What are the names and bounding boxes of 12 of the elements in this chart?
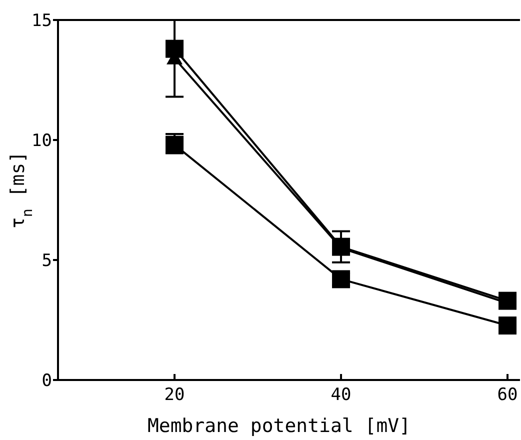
x-tick-label: 20: [164, 385, 185, 405]
point: [498, 292, 517, 310]
y-tick-label: 15: [32, 10, 52, 31]
y-tick-label: 10: [32, 130, 52, 151]
point: [332, 238, 350, 256]
y-tick-label: 5: [42, 250, 52, 271]
x-axis-title: Membrane potential [mV]: [147, 415, 411, 437]
y-tick-label: 0: [42, 370, 52, 391]
point: [332, 270, 350, 288]
x-tick-label: 40: [330, 385, 352, 405]
point: [498, 316, 517, 335]
x-tick-label: 60: [497, 385, 518, 405]
